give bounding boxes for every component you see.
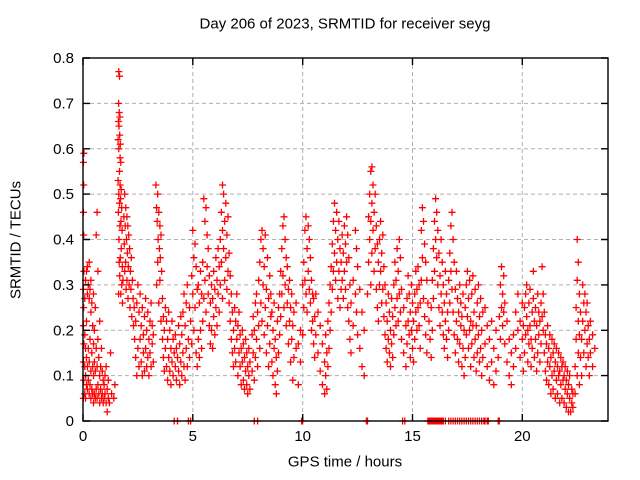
y-tick-label: 0.1 <box>53 368 74 385</box>
y-tick-label: 0.2 <box>53 322 74 339</box>
y-tick-label: 0.8 <box>53 50 74 67</box>
y-tick-label: 0.4 <box>53 232 74 249</box>
x-tick-label: 20 <box>514 428 531 445</box>
x-tick-label: 5 <box>189 428 197 445</box>
x-tick-label: 15 <box>404 428 421 445</box>
x-axis-label: GPS time / hours <box>287 453 403 471</box>
data-points <box>79 68 599 425</box>
axis-ticks <box>82 57 608 422</box>
y-tick-label: 0.7 <box>53 95 74 112</box>
chart-title: Day 206 of 2023, SRMTID for receiver sey… <box>199 15 491 33</box>
y-tick-label: 0.6 <box>53 141 74 158</box>
x-tick-label: 0 <box>79 428 87 445</box>
y-tick-label: 0.3 <box>53 277 74 294</box>
axes <box>82 57 609 422</box>
y-axis-label: SRMTID / TECUs <box>7 180 25 300</box>
tick-labels: 0 5 10 15 20 0 0.1 0.2 0.3 0.4 0.5 0.6 0.7 0.8 <box>53 50 531 445</box>
grid-lines <box>83 58 608 421</box>
y-tick-label: 0 <box>66 413 74 430</box>
x-tick-label: 10 <box>294 428 311 445</box>
y-tick-label: 0.5 <box>53 186 74 203</box>
